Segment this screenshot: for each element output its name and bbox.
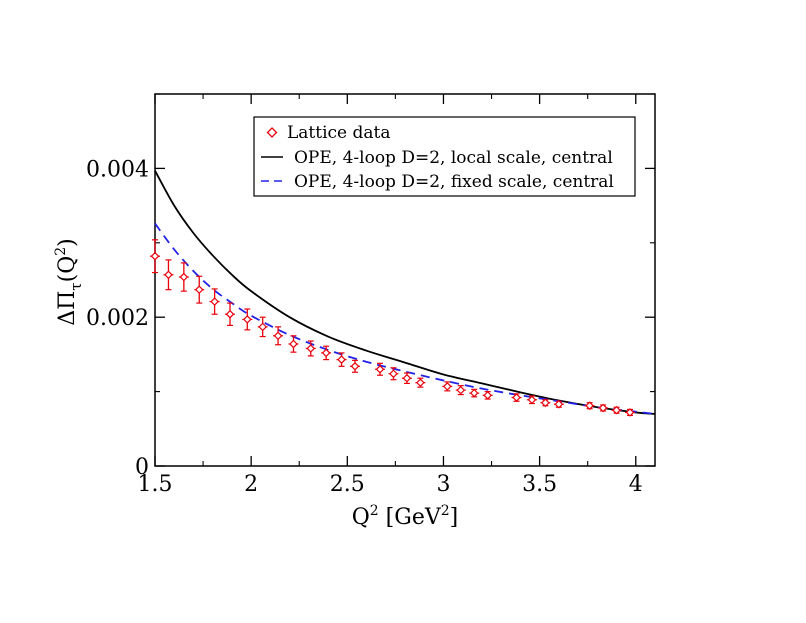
lattice-point (442, 381, 453, 392)
data-marker (598, 403, 608, 413)
x-tick-label: 4 (629, 472, 643, 497)
lattice-point (415, 377, 426, 388)
lattice-points (150, 239, 635, 417)
legend-label-lattice: Lattice data (287, 123, 391, 143)
x-tick-label: 3.5 (522, 472, 557, 497)
lattice-point (598, 403, 609, 413)
data-marker (289, 339, 298, 349)
y-tick-labels: 0 0.002 0.004 (86, 157, 149, 480)
data-marker (483, 390, 493, 400)
data-marker (179, 272, 189, 282)
lattice-point (336, 352, 347, 367)
data-marker (164, 270, 173, 280)
x-tick-label: 2 (244, 472, 258, 497)
lattice-point (388, 367, 399, 381)
data-marker (456, 385, 466, 395)
data-marker (612, 405, 621, 415)
x-tick-label: 3 (436, 472, 450, 497)
data-marker (273, 331, 283, 341)
legend-box (253, 116, 636, 197)
x-tick-label: 2.5 (330, 472, 365, 497)
data-marker (210, 297, 219, 306)
lattice-point (163, 259, 174, 291)
data-marker (402, 373, 412, 383)
lattice-point (375, 362, 385, 376)
legend-marker-lattice (266, 127, 278, 138)
lattice-point (178, 262, 189, 292)
lattice-point (625, 408, 635, 417)
data-marker (541, 398, 550, 408)
data-marker (150, 251, 160, 261)
y-tick-label: 0.002 (86, 306, 149, 331)
data-marker (194, 285, 204, 295)
lattice-point (482, 390, 493, 400)
data-marker (225, 309, 235, 319)
lattice-point (553, 399, 564, 409)
lattice-point (257, 316, 268, 338)
y-axis-title: ΔΠτ(Q2) (53, 238, 85, 326)
axis-ticks (154, 93, 655, 467)
lattice-point (350, 359, 360, 373)
lattice-point (273, 326, 284, 346)
lattice-point (455, 385, 466, 396)
lattice-point (540, 398, 551, 408)
lattice-point (209, 288, 220, 315)
data-marker (585, 401, 594, 411)
legend: Lattice data OPE, 4-loop D=2, local scal… (253, 116, 636, 197)
lattice-point (469, 388, 480, 398)
data-marker (554, 399, 564, 409)
lattice-point (584, 401, 595, 411)
y-tick-label: 0.004 (86, 157, 149, 182)
x-tick-labels: 1.5 2 2.5 3 3.5 4 (138, 472, 643, 497)
data-marker (321, 348, 331, 358)
data-marker (527, 395, 537, 405)
data-marker (242, 315, 252, 324)
curve-fixed-scale (154, 222, 656, 415)
x-axis-title: Q2 [GeV2] (352, 503, 459, 530)
lattice-point (511, 393, 522, 402)
lattice-point (150, 239, 160, 274)
data-marker (469, 388, 479, 398)
lattice-point (194, 275, 205, 304)
data-marker (375, 364, 385, 374)
y-tick-label: 0 (135, 455, 149, 480)
lattice-point (225, 302, 235, 326)
data-marker (389, 369, 398, 379)
lattice-point (242, 308, 253, 331)
lattice-point (611, 405, 622, 415)
lattice-point (321, 345, 332, 361)
data-marker (337, 355, 346, 364)
lattice-point (401, 372, 412, 385)
data-marker (512, 393, 521, 402)
legend-label-local: OPE, 4-loop D=2, local scale, central (294, 148, 613, 168)
data-marker (442, 382, 452, 391)
legend-label-fixed: OPE, 4-loop D=2, fixed scale, central (294, 172, 614, 192)
x-tick-label: 1.5 (138, 472, 173, 497)
data-marker (258, 322, 268, 332)
series-curves (154, 170, 656, 415)
data-marker (416, 378, 425, 388)
lattice-point (526, 395, 537, 405)
lattice-point (288, 335, 299, 353)
data-marker (350, 361, 360, 371)
data-marker (306, 344, 316, 353)
data-marker (625, 408, 635, 417)
plot-frame (154, 93, 656, 467)
lattice-point (305, 340, 316, 357)
